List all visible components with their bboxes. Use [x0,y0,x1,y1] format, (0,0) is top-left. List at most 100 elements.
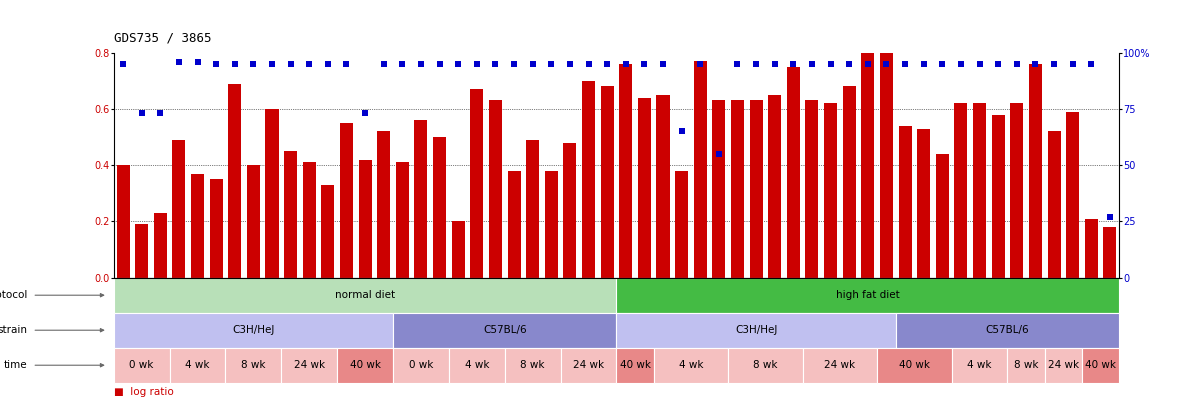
Point [1082,61,1101,67]
Text: 40 wk: 40 wk [350,360,381,370]
Point [132,110,151,117]
Text: strain: strain [0,325,28,335]
Bar [560,348,616,383]
Point [356,110,375,117]
Text: 8 wk: 8 wk [753,360,778,370]
Bar [116,165,129,278]
Point [784,61,803,67]
Bar [338,348,393,383]
Point [188,58,207,65]
Point [821,61,840,67]
Point [970,61,989,67]
Bar [1047,131,1061,278]
Bar [451,222,464,278]
Bar [712,100,725,278]
Point [932,61,952,67]
Text: 8 wk: 8 wk [241,360,266,370]
Point [839,61,858,67]
Bar [877,348,952,383]
Bar [508,171,521,278]
Bar [527,140,539,278]
Text: 24 wk: 24 wk [293,360,324,370]
Point [467,61,486,67]
Text: normal diet: normal diet [335,290,395,300]
Text: GDS735 / 3865: GDS735 / 3865 [114,32,211,45]
Bar [843,86,856,278]
Bar [114,278,616,313]
Point [449,61,468,67]
Bar [433,137,446,278]
Bar [340,123,353,278]
Bar [768,95,782,278]
Bar [803,348,877,383]
Bar [1029,64,1041,278]
Point [430,61,449,67]
Bar [728,348,803,383]
Bar [954,103,967,278]
Bar [229,83,242,278]
Bar [321,185,334,278]
Bar [936,154,949,278]
Point [952,61,971,67]
Point [318,61,338,67]
Point [895,61,915,67]
Point [262,61,281,67]
Point [915,61,934,67]
Bar [114,348,170,383]
Bar [1045,348,1082,383]
Bar [396,162,409,278]
Point [299,61,318,67]
Text: 4 wk: 4 wk [967,360,992,370]
Bar [749,100,762,278]
Bar [545,171,558,278]
Text: 0 wk: 0 wk [408,360,433,370]
Point [597,61,616,67]
Point [710,151,729,157]
Point [412,61,431,67]
Bar [1067,112,1080,278]
Point [691,61,710,67]
Bar [675,171,688,278]
Point [225,61,244,67]
Text: 24 wk: 24 wk [1047,360,1078,370]
Point [375,61,394,67]
Point [1026,61,1045,67]
Bar [806,100,819,278]
Bar [654,348,728,383]
Point [393,61,412,67]
Bar [616,348,654,383]
Text: high fat diet: high fat diet [836,290,900,300]
Point [151,110,170,117]
Bar [895,313,1119,348]
Point [1007,61,1026,67]
Point [1045,61,1064,67]
Bar [449,348,505,383]
Point [486,61,505,67]
Point [765,61,784,67]
Bar [1010,103,1023,278]
Bar [114,313,393,348]
Bar [824,103,837,278]
Point [728,61,747,67]
Point [989,61,1008,67]
Text: 40 wk: 40 wk [899,360,930,370]
Text: C3H/HeJ: C3H/HeJ [232,325,274,335]
Bar [225,348,281,383]
Bar [582,81,595,278]
Text: C57BL/6: C57BL/6 [482,325,527,335]
Bar [284,151,297,278]
Bar [172,140,186,278]
Bar [170,348,225,383]
Text: 8 wk: 8 wk [1014,360,1038,370]
Bar [694,61,706,278]
Bar [564,143,577,278]
Bar [1082,348,1119,383]
Bar [862,33,874,278]
Text: ■  log ratio: ■ log ratio [114,387,174,397]
Bar [899,126,912,278]
Point [207,61,226,67]
Bar [1008,348,1045,383]
Bar [917,129,930,278]
Point [114,61,133,67]
Bar [266,109,279,278]
